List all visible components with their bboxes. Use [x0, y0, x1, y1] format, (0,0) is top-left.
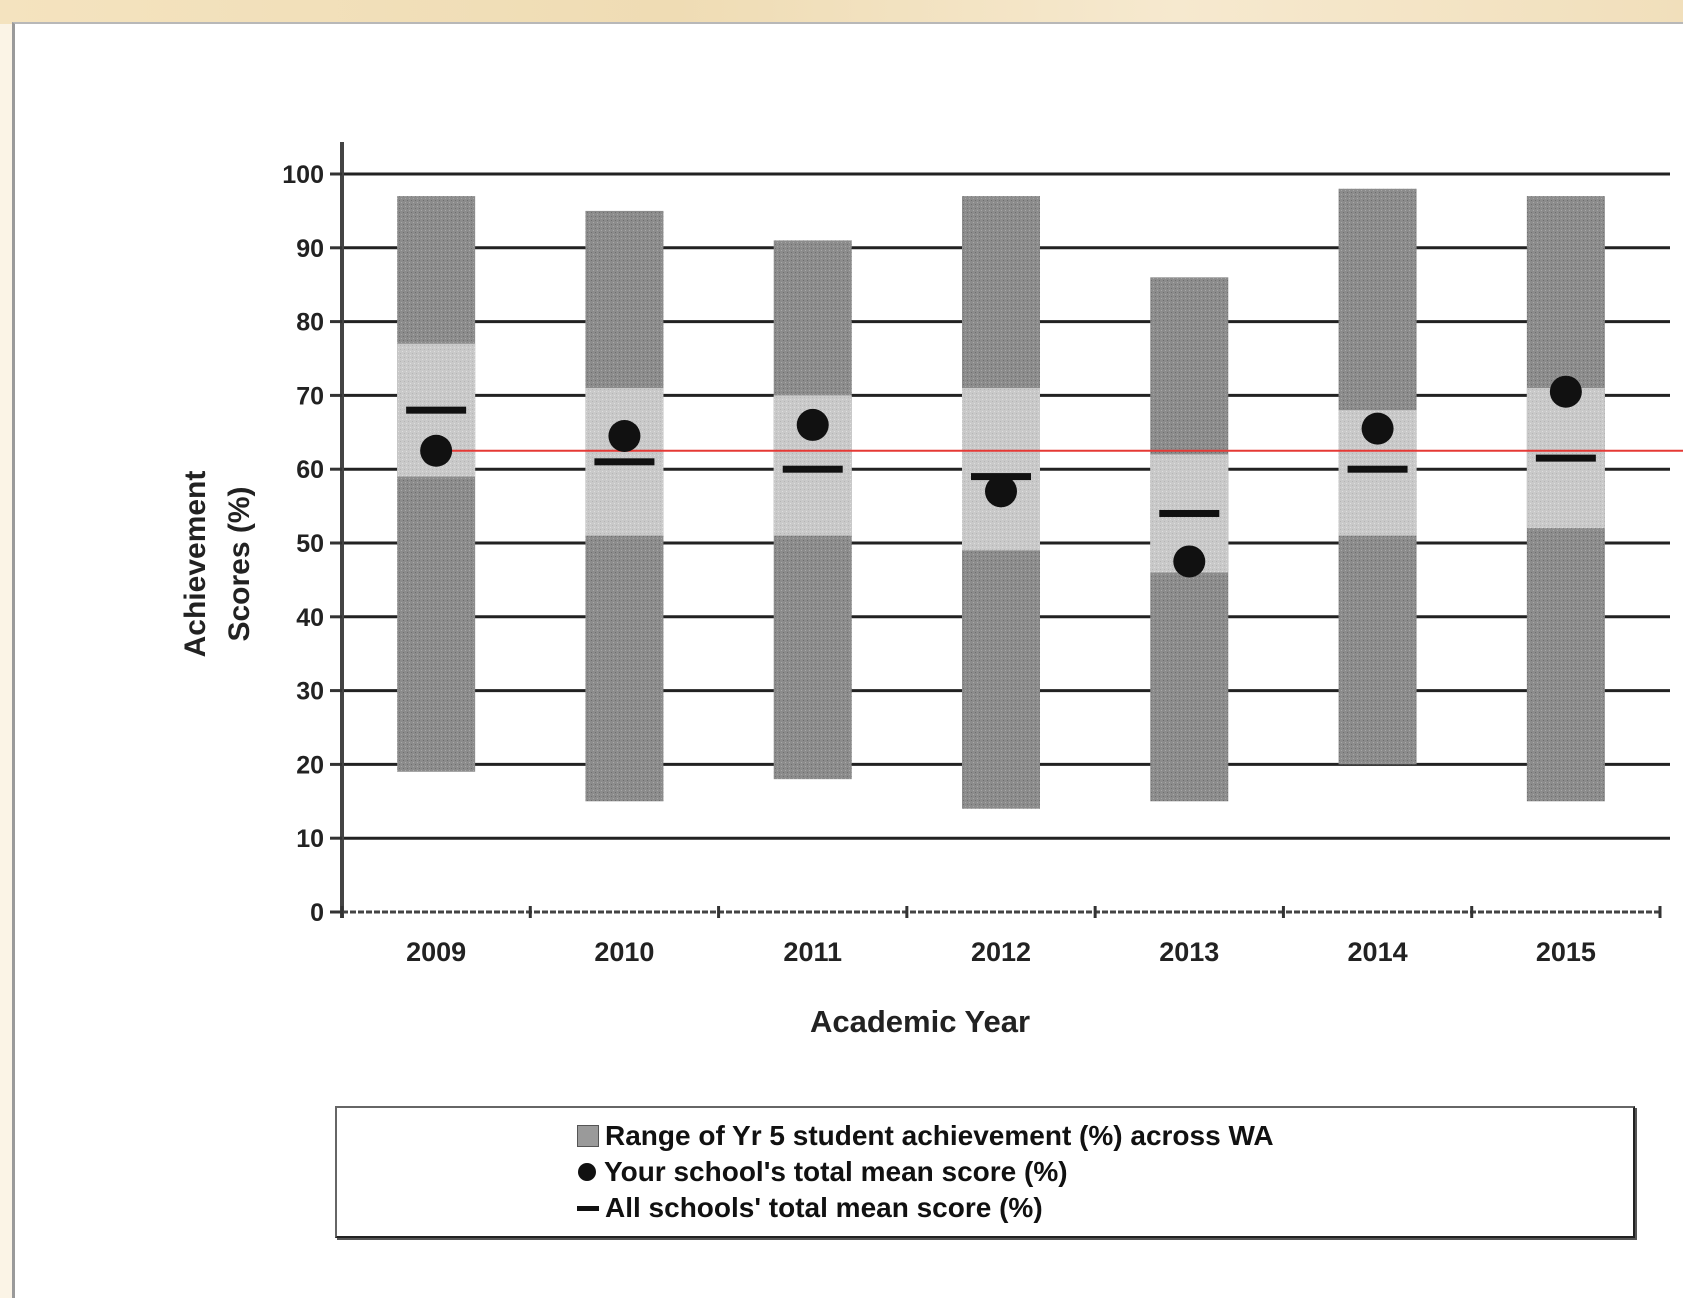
x-tick-label-2010: 2010	[594, 937, 654, 967]
range-middle-2012	[962, 388, 1040, 551]
range-bar-2009	[397, 196, 476, 772]
all-schools-mean-2015	[1535, 454, 1596, 462]
axes	[330, 142, 1662, 918]
dash-icon	[577, 1205, 599, 1211]
legend-item-school: Your school's total mean score (%)	[577, 1154, 1068, 1190]
chart-svg: 0 10 20 30 40 50 60 70 80 90 100 2009 2010 2011 2012 20…	[179, 142, 1683, 1039]
all-schools-mean-2013	[1159, 509, 1220, 517]
school-mean-2012	[985, 475, 1017, 508]
x-axis-title: Academic Year	[810, 1004, 1030, 1039]
legend-label-school: Your school's total mean score (%)	[604, 1156, 1068, 1187]
all-schools-mean-2010	[594, 458, 655, 466]
y-tick-label-80: 80	[296, 309, 324, 337]
y-tick-label-30: 30	[296, 678, 324, 706]
legend: Range of Yr 5 student achievement (%) ac…	[335, 1106, 1635, 1238]
school-mean-2014	[1361, 412, 1394, 445]
x-tick-label-2014: 2014	[1348, 937, 1408, 967]
x-tick-label-2015: 2015	[1536, 937, 1596, 967]
background-strip	[0, 0, 1683, 24]
labels: 0 10 20 30 40 50 60 70 80 90 100 2009 2010 2011 2012 20…	[179, 161, 1596, 1039]
x-tick-label-2009: 2009	[406, 937, 466, 967]
dot-icon	[578, 1163, 596, 1181]
markers	[406, 375, 1596, 578]
range-bars	[397, 188, 1605, 809]
all-schools-mean-2011	[782, 465, 843, 473]
school-mean-2011	[796, 408, 829, 441]
school-mean-2015	[1549, 375, 1582, 408]
legend-label-range: Range of Yr 5 student achievement (%) ac…	[605, 1120, 1274, 1151]
y-tick-label-0: 0	[310, 899, 324, 927]
y-tick-label-20: 20	[296, 751, 324, 779]
y-axis-title: Achievement Scores (%)	[179, 471, 256, 658]
y-tick-label-10: 10	[296, 825, 324, 853]
school-mean-2013	[1173, 545, 1206, 578]
chart-panel: 0 10 20 30 40 50 60 70 80 90 100 2009 2010 2011 2012 20…	[12, 22, 1683, 1298]
school-mean-2010	[608, 419, 641, 452]
all-schools-mean-2009	[406, 406, 467, 414]
x-tick-label-2012: 2012	[971, 937, 1031, 967]
y-tick-label-100: 100	[282, 161, 324, 189]
x-tick-label-2013: 2013	[1159, 937, 1219, 967]
y-tick-label-40: 40	[296, 604, 324, 632]
y-tick-label-60: 60	[296, 456, 324, 484]
x-tick-label-2011: 2011	[783, 937, 842, 967]
all-schools-mean-2014	[1347, 465, 1408, 473]
y-axis-title-line-2: Scores (%)	[223, 486, 256, 641]
y-tick-label-90: 90	[296, 235, 324, 263]
y-tick-label-50: 50	[296, 530, 324, 558]
school-mean-2009	[420, 434, 453, 467]
y-axis-title-line-1: Achievement	[179, 471, 212, 658]
legend-label-all: All schools' total mean score (%)	[605, 1192, 1043, 1223]
range-swatch-icon	[577, 1125, 599, 1147]
y-tick-label-70: 70	[296, 382, 324, 410]
legend-item-range: Range of Yr 5 student achievement (%) ac…	[577, 1118, 1274, 1154]
legend-item-all: All schools' total mean score (%)	[577, 1190, 1043, 1226]
